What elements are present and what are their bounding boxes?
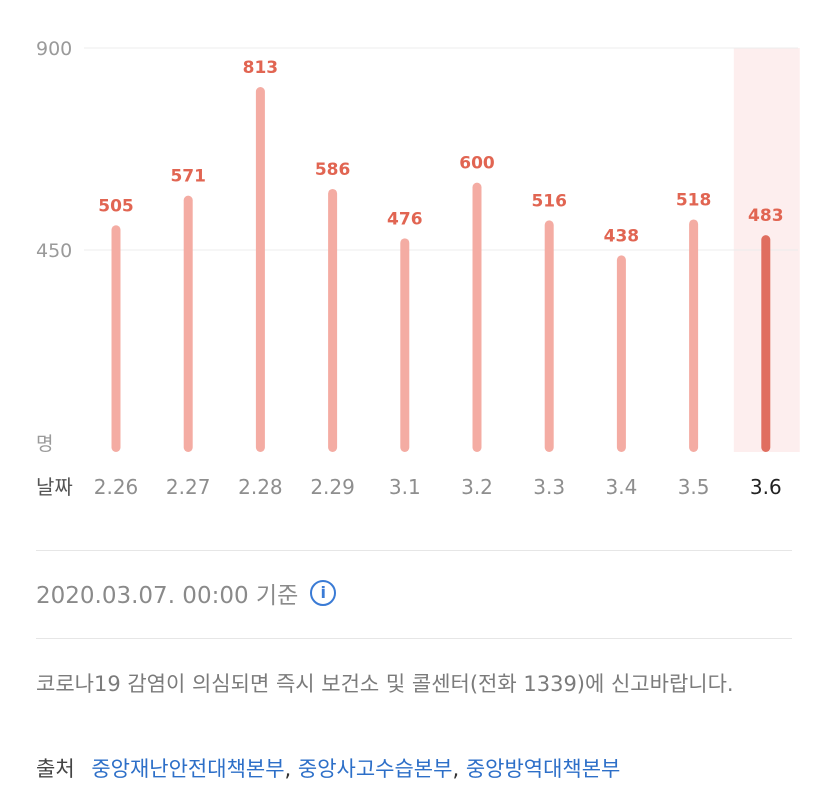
- notice-text: 코로나19 감염이 의심되면 즉시 보건소 및 콜센터(전화 1339)에 신고…: [36, 672, 734, 696]
- bar[interactable]: [255, 87, 265, 452]
- basis-timestamp: 2020.03.07. 00:00 기준: [36, 583, 299, 609]
- data-label: 813: [243, 58, 279, 78]
- x-axis-label: 날짜: [36, 475, 73, 499]
- source-separator: ,: [284, 757, 298, 781]
- bar[interactable]: [616, 255, 626, 452]
- x-tick-label[interactable]: 3.5: [678, 475, 710, 499]
- x-tick-label[interactable]: 3.1: [389, 475, 421, 499]
- y-tick-label: 450: [36, 240, 72, 262]
- data-label: 600: [459, 154, 495, 174]
- data-label: 516: [531, 191, 567, 211]
- x-tick-label[interactable]: 2.26: [94, 475, 139, 499]
- x-tick-label[interactable]: 3.3: [533, 475, 565, 499]
- y-axis-label: 명: [36, 433, 53, 455]
- x-tick-label[interactable]: 3.4: [605, 475, 637, 499]
- source-label: 출처: [36, 757, 75, 781]
- data-label: 505: [98, 196, 134, 216]
- bar[interactable]: [400, 238, 410, 452]
- x-tick-label[interactable]: 2.28: [238, 475, 283, 499]
- data-label: 438: [604, 226, 640, 246]
- source-link-quarantine-hq[interactable]: 중앙방역대책본부: [465, 757, 621, 781]
- data-label: 518: [676, 190, 712, 210]
- x-tick-label[interactable]: 2.29: [310, 475, 355, 499]
- bar[interactable]: [761, 235, 771, 452]
- data-label: 586: [315, 160, 351, 180]
- x-tick-label[interactable]: 3.2: [461, 475, 493, 499]
- source-link-accident-hq[interactable]: 중앙사고수습본부: [297, 757, 453, 781]
- source-row: 출처 중앙재난안전대책본부, 중앙사고수습본부, 중앙방역대책본부: [36, 753, 620, 783]
- chart: 900 450 명날짜 505 2.26 571 2.27 813 2.28 586 2.29 476…: [36, 38, 800, 499]
- y-tick-label: 900: [36, 38, 72, 60]
- x-tick-label[interactable]: 3.6: [750, 475, 782, 499]
- bar[interactable]: [472, 182, 482, 452]
- info-icon[interactable]: i: [310, 580, 337, 606]
- source-separator: ,: [452, 757, 466, 781]
- bar[interactable]: [544, 220, 554, 452]
- data-label: 483: [748, 206, 784, 226]
- bar[interactable]: [328, 188, 338, 452]
- basis-row: 2020.03.07. 00:00 기준 i: [36, 576, 337, 610]
- source-link-disaster-hq[interactable]: 중앙재난안전대책본부: [91, 757, 285, 781]
- bar[interactable]: [689, 219, 699, 452]
- bar[interactable]: [183, 195, 193, 452]
- bar[interactable]: [111, 225, 121, 452]
- data-label: 571: [170, 167, 206, 187]
- x-tick-label[interactable]: 2.27: [166, 475, 211, 499]
- divider-top: [36, 550, 792, 551]
- data-label: 476: [387, 209, 423, 229]
- divider-bottom: [36, 638, 792, 639]
